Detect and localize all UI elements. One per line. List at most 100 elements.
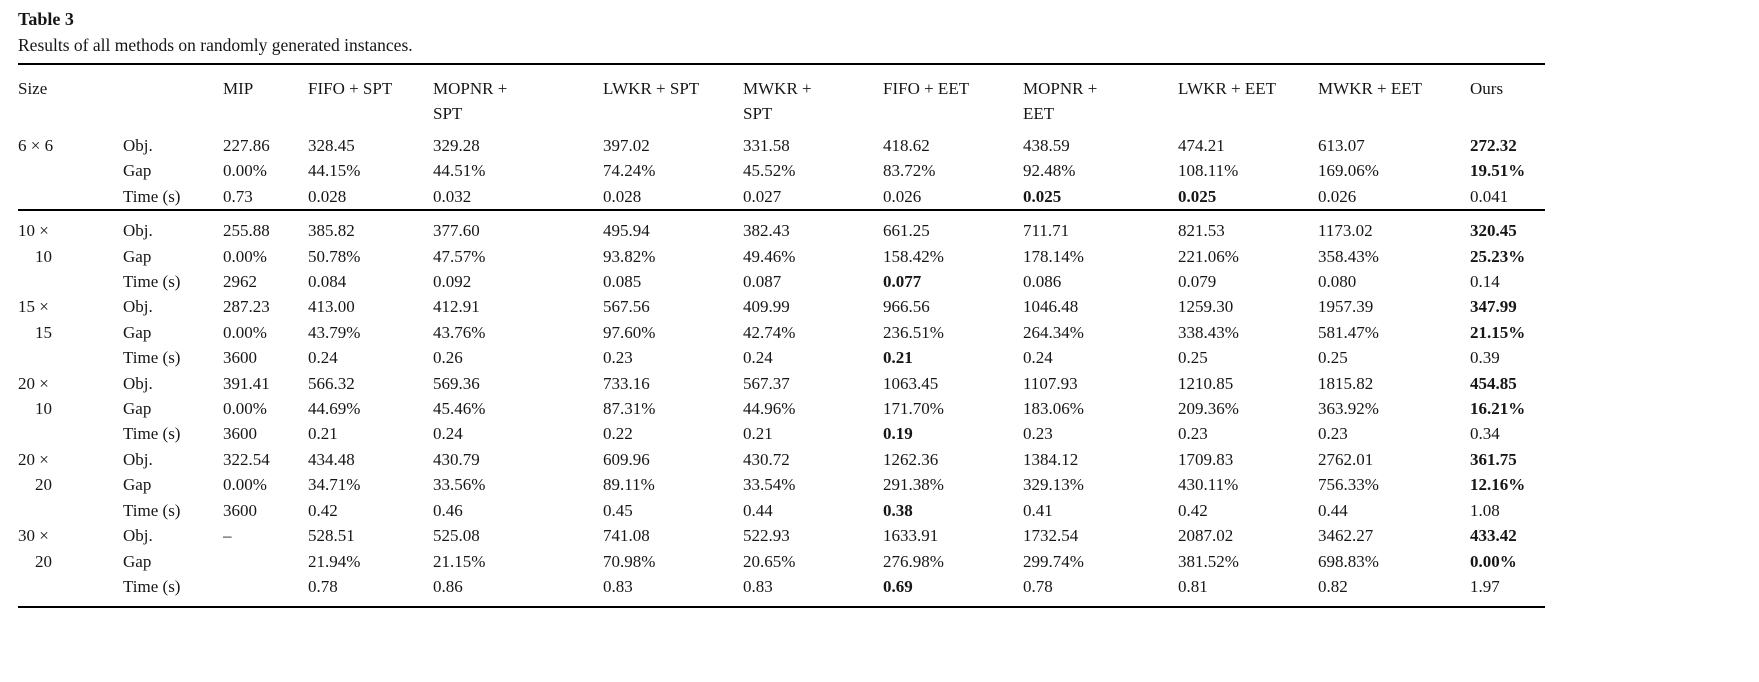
value-cell: 3600 <box>223 348 257 368</box>
size-line1: 15 × <box>18 297 49 317</box>
value-cell: 0.025 <box>1023 186 1062 206</box>
value-cell: 21.15% <box>433 551 486 571</box>
value-cell: 0.026 <box>1318 186 1357 206</box>
value-cell: 385.82 <box>308 209 433 244</box>
value-cell: 418.62 <box>883 136 930 155</box>
value-cell: 0.19 <box>883 424 913 444</box>
metric-label: Time (s) <box>123 576 181 596</box>
size-line2: 10 <box>35 399 52 419</box>
size-line1: 30 × <box>18 526 49 546</box>
size-line1: 20 × <box>18 373 49 393</box>
value-cell: 0.25 <box>1318 348 1348 368</box>
col-header-size: Size <box>18 63 123 133</box>
size-line1: 10 × <box>18 221 49 241</box>
value-cell: 1107.93 <box>1023 373 1078 393</box>
value-cell: 1046.48 <box>1023 297 1079 317</box>
value-cell: 1210.85 <box>1178 373 1234 393</box>
value-cell: 209.36% <box>1178 399 1239 419</box>
value-cell: 322.54 <box>223 449 270 469</box>
value-cell: 0.24 <box>433 424 463 444</box>
value-cell: 43.79% <box>308 322 361 342</box>
value-cell: 0.084 <box>308 272 347 292</box>
value-cell: 821.53 <box>1178 209 1318 244</box>
value-cell: 0.83 <box>603 576 633 596</box>
value-cell: 183.06% <box>1023 399 1084 419</box>
value-cell: 12.16% <box>1470 475 1526 495</box>
value-cell: 474.21 <box>1178 136 1225 155</box>
value-cell: 0.23 <box>603 348 633 368</box>
value-cell: 0.025 <box>1178 186 1217 206</box>
value-cell: 0.00% <box>223 322 267 342</box>
value-cell: 0.077 <box>883 272 922 292</box>
value-cell: 495.94 <box>603 209 743 244</box>
value-cell: 358.43% <box>1318 246 1379 266</box>
metric-label: Time (s) <box>123 348 181 368</box>
table-row: Time (s) 3600 0.42 0.46 0.45 0.44 0.38 0.41 0.42… <box>18 498 1545 523</box>
col-header-mip: MIP <box>223 63 308 133</box>
col-header-mwkr-eet: MWKR + EET <box>1318 63 1470 133</box>
value-cell: 291.38% <box>883 475 944 495</box>
value-cell: 0.00% <box>1470 551 1517 571</box>
size-line2: 10 <box>35 246 52 266</box>
value-cell: 44.96% <box>743 399 796 419</box>
value-cell: 255.88 <box>223 209 308 244</box>
value-cell: 698.83% <box>1318 551 1379 571</box>
value-cell: 329.28 <box>433 136 480 155</box>
value-cell: 1.08 <box>1470 500 1500 520</box>
value-cell: 0.45 <box>603 500 633 520</box>
value-cell: 171.70% <box>883 399 944 419</box>
value-cell: 0.78 <box>1023 576 1053 596</box>
size-cell: 10 × 10 <box>18 209 123 295</box>
metric-label: Gap <box>123 161 152 181</box>
value-cell: 44.15% <box>308 161 361 181</box>
value-cell: 0.24 <box>308 348 338 368</box>
value-cell: 413.00 <box>308 297 355 317</box>
value-cell: 0.24 <box>1023 348 1053 368</box>
value-cell: 381.52% <box>1178 551 1239 571</box>
metric-label: Gap <box>123 322 152 342</box>
value-cell: 566.32 <box>308 373 355 393</box>
table-row: Gap 0.00% 44.15% 44.51% 74.24% 45.52% 83.72% 92… <box>18 158 1545 183</box>
value-cell: 0.42 <box>308 500 338 520</box>
value-cell: 0.44 <box>743 500 773 520</box>
value-cell: 528.51 <box>308 526 355 546</box>
value-cell: 433.42 <box>1470 526 1517 546</box>
value-cell: 0.24 <box>743 348 773 368</box>
value-cell: 1262.36 <box>883 449 939 469</box>
value-cell: 0.087 <box>743 272 782 292</box>
value-cell: 0.079 <box>1178 272 1217 292</box>
value-cell: 25.23% <box>1470 246 1526 266</box>
metric-label: Time (s) <box>123 500 181 520</box>
table-row: Time (s) 0.73 0.028 0.032 0.028 0.027 0.026 0.0… <box>18 184 1545 210</box>
table-row: Gap 21.94% 21.15% 70.98% 20.65% 276.98% 299.74… <box>18 549 1545 574</box>
table-row: Gap 0.00% 34.71% 33.56% 89.11% 33.54% 291.38% 3… <box>18 472 1545 497</box>
value-cell: 1732.54 <box>1023 526 1079 546</box>
value-cell: 438.59 <box>1023 136 1070 155</box>
size-cell: 30 × 20 <box>18 523 123 607</box>
value-cell: 377.60 <box>433 209 603 244</box>
value-cell: 581.47% <box>1318 322 1379 342</box>
metric-label: Obj. <box>123 136 153 155</box>
value-cell: 733.16 <box>603 373 650 393</box>
value-cell: 0.44 <box>1318 500 1348 520</box>
value-cell: 169.06% <box>1318 161 1379 181</box>
value-cell: 0.81 <box>1178 576 1208 596</box>
value-cell: 42.74% <box>743 322 796 342</box>
table-row: Gap 0.00% 50.78% 47.57% 93.82% 49.46% 158.42% 1… <box>18 244 1545 269</box>
value-cell: 434.48 <box>308 449 355 469</box>
size-line2: 20 <box>35 475 52 495</box>
value-cell: 331.58 <box>743 136 790 155</box>
table-caption: Results of all methods on randomly gener… <box>18 35 413 55</box>
value-cell: 382.43 <box>743 209 883 244</box>
metric-label: Gap <box>123 246 152 266</box>
table-row: 15 × 15 Obj. 287.23 413.00 412.91 567.56 409.99… <box>18 294 1545 341</box>
results-table: Size MIP FIFO + SPT MOPNR + SPT LWKR + S… <box>18 63 1545 609</box>
value-cell: 16.21% <box>1470 399 1526 419</box>
value-cell: 87.31% <box>603 399 656 419</box>
value-cell: 0.028 <box>308 186 347 206</box>
value-cell: 221.06% <box>1178 246 1239 266</box>
value-cell: 158.42% <box>883 246 944 266</box>
value-cell: 0.41 <box>1023 500 1053 520</box>
value-cell: 50.78% <box>308 246 361 266</box>
